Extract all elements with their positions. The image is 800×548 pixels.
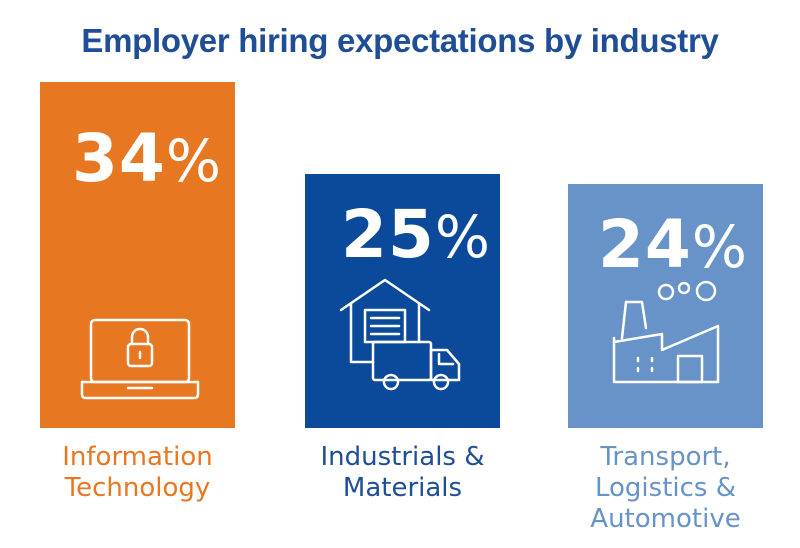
bar-information-technology: 34% [40, 82, 235, 428]
bar-transport-logistics-automotive: 24% [568, 184, 763, 428]
category-label-information-technology: Information Technology [62, 442, 213, 503]
warehouse-truck-icon [339, 278, 461, 391]
bar-industrials-materials: 25% [305, 174, 500, 428]
chart-title: Employer hiring expectations by industry [81, 22, 719, 59]
data-label-transport-logistics-automotive: 24% [598, 206, 747, 283]
category-label-transport-logistics-automotive: Transport, Logistics & Automotive [590, 442, 741, 534]
data-label-information-technology: 34% [72, 120, 221, 197]
data-label-industrials-materials: 25% [341, 196, 490, 273]
category-label-industrials-materials: Industrials & Materials [320, 442, 485, 503]
factory-icon [612, 280, 720, 384]
laptop-lock-icon [80, 318, 200, 400]
